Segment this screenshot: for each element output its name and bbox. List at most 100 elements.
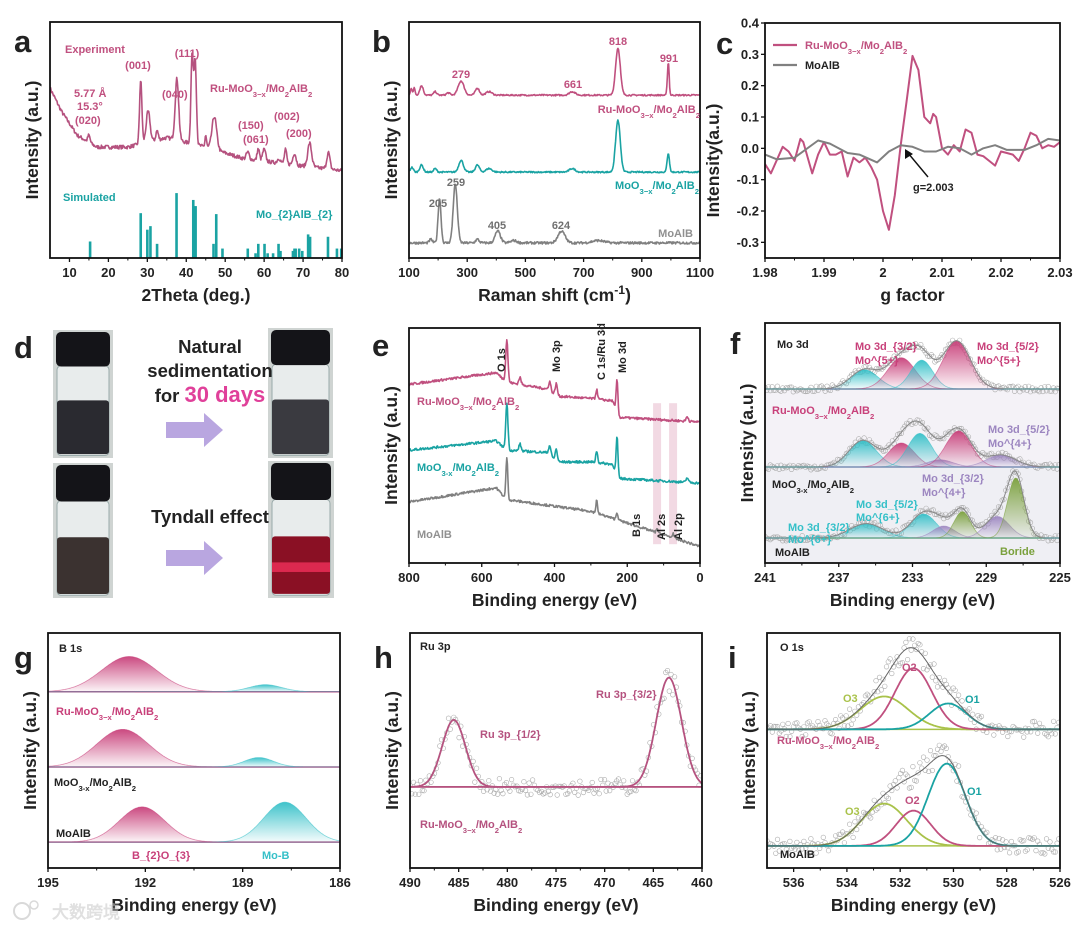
raw-data-point bbox=[908, 647, 914, 653]
raw-data-point bbox=[1043, 732, 1050, 738]
annotation-label: Mo 3d_{3/2} bbox=[788, 522, 850, 534]
raw-data-point bbox=[973, 810, 979, 816]
x-tick-label: 465 bbox=[642, 875, 664, 890]
raw-data-point bbox=[862, 693, 869, 699]
caption-line: for 30 days bbox=[155, 382, 266, 407]
x-tick-label: 800 bbox=[398, 570, 420, 585]
raw-data-point bbox=[1035, 838, 1041, 844]
text-run: 2 bbox=[109, 784, 113, 793]
simulated-peak-bar bbox=[335, 248, 339, 258]
annotation-label: MoAlB bbox=[658, 228, 693, 240]
raw-data-point bbox=[1034, 387, 1041, 394]
text-run: MoO bbox=[54, 777, 79, 789]
raw-data-point bbox=[822, 718, 828, 724]
raw-data-point bbox=[1024, 847, 1030, 853]
series-line bbox=[409, 183, 700, 245]
raw-data-point bbox=[811, 463, 818, 469]
fit-envelope bbox=[765, 420, 1060, 468]
x-tick-label: 60 bbox=[257, 265, 271, 280]
x-tick-label: 100 bbox=[398, 265, 420, 280]
x-tick-label: 470 bbox=[594, 875, 616, 890]
raw-data-point bbox=[493, 786, 499, 793]
peak-highlight-band bbox=[653, 403, 662, 545]
simulated-peak-bar bbox=[191, 199, 195, 258]
raw-data-point bbox=[1042, 533, 1048, 540]
text-run: AlB bbox=[856, 735, 875, 747]
raw-data-point bbox=[767, 723, 774, 729]
raw-data-point bbox=[1021, 838, 1027, 844]
raw-data-point bbox=[565, 790, 571, 797]
simulated-peak-bar bbox=[246, 248, 250, 258]
raw-data-point bbox=[912, 341, 919, 347]
raw-data-point bbox=[887, 783, 893, 789]
fit-stack bbox=[410, 667, 702, 798]
x-tick-label: 241 bbox=[754, 570, 776, 585]
raw-data-point bbox=[522, 787, 529, 794]
raw-data-point bbox=[850, 717, 856, 723]
x-tick-label: 530 bbox=[943, 875, 965, 890]
raw-data-point bbox=[500, 790, 506, 797]
text-run: 2 bbox=[827, 486, 831, 495]
text-run: Intensity (a.u.) bbox=[381, 81, 401, 200]
x-axis-title: Binding energy (eV) bbox=[830, 590, 995, 610]
x-tick-label: 50 bbox=[218, 265, 232, 280]
raw-data-point bbox=[505, 785, 511, 791]
raw-data-point bbox=[792, 720, 798, 726]
annotation-label: O 1s bbox=[496, 348, 508, 372]
raw-data-point bbox=[577, 778, 583, 784]
x-tick-label: 528 bbox=[996, 875, 1018, 890]
raw-data-point bbox=[517, 788, 524, 794]
y-axis-title: Intensity (a.u.) bbox=[20, 691, 40, 810]
raw-data-point bbox=[866, 813, 872, 819]
x-tick-label: 1.98 bbox=[752, 265, 777, 280]
raw-data-point bbox=[938, 748, 944, 755]
raw-data-point bbox=[876, 674, 883, 681]
annotation-label: 991 bbox=[660, 53, 678, 65]
x-tick-label: 233 bbox=[902, 570, 924, 585]
fit-component-mo-b bbox=[48, 757, 340, 768]
raw-data-point bbox=[871, 688, 877, 695]
raw-data-point bbox=[780, 721, 786, 727]
text-run: Binding energy (eV) bbox=[472, 590, 637, 610]
arrow-right-icon bbox=[166, 541, 223, 575]
dispersion-liquid bbox=[57, 400, 109, 455]
annotation-label: Mo 3d_{5/2} bbox=[977, 341, 1039, 353]
annotation-label: B 1s bbox=[631, 514, 643, 537]
simulated-peak-bar bbox=[139, 213, 143, 258]
fit-component-ru-3p1-2 bbox=[410, 719, 702, 788]
series-line bbox=[50, 52, 342, 173]
x-tick-label: 1100 bbox=[686, 265, 714, 280]
x-tick-label: 2.01 bbox=[929, 265, 954, 280]
y-axis-title: Intensity (a.u.) bbox=[737, 384, 757, 503]
text-run: 2 bbox=[850, 486, 854, 495]
y-tick-label: 0.4 bbox=[741, 16, 760, 31]
raw-data-point bbox=[866, 364, 873, 370]
text-run: /Mo bbox=[473, 396, 492, 408]
raw-data-point bbox=[832, 716, 839, 723]
y-axis-title: Intensity (a.u.) bbox=[22, 81, 42, 200]
y-axis-title: Intensity (a.u.) bbox=[739, 691, 759, 810]
raw-data-point bbox=[428, 779, 434, 785]
y-axis-title: Intensity (a.u.) bbox=[381, 81, 401, 200]
raw-data-point bbox=[977, 715, 983, 721]
raw-data-point bbox=[952, 687, 958, 693]
series-line bbox=[409, 338, 700, 424]
raw-data-point bbox=[787, 536, 793, 542]
text-run: 2 bbox=[492, 403, 496, 412]
x-tick-label: 536 bbox=[783, 875, 805, 890]
raw-data-point bbox=[1035, 730, 1041, 736]
raw-data-point bbox=[481, 788, 487, 794]
raw-data-point bbox=[864, 691, 870, 697]
annotation-label: 624 bbox=[552, 220, 571, 232]
raw-data-point bbox=[1020, 387, 1027, 393]
raw-data-point bbox=[984, 729, 990, 736]
x-tick-label: 480 bbox=[496, 875, 518, 890]
panel-letter: d bbox=[14, 330, 33, 365]
text-run: /Mo bbox=[453, 462, 472, 474]
raw-data-point bbox=[832, 833, 839, 839]
x-tick-label: 70 bbox=[296, 265, 310, 280]
raw-data-point bbox=[509, 776, 515, 783]
x-tick-label: 80 bbox=[335, 265, 349, 280]
raw-data-point bbox=[892, 778, 898, 784]
